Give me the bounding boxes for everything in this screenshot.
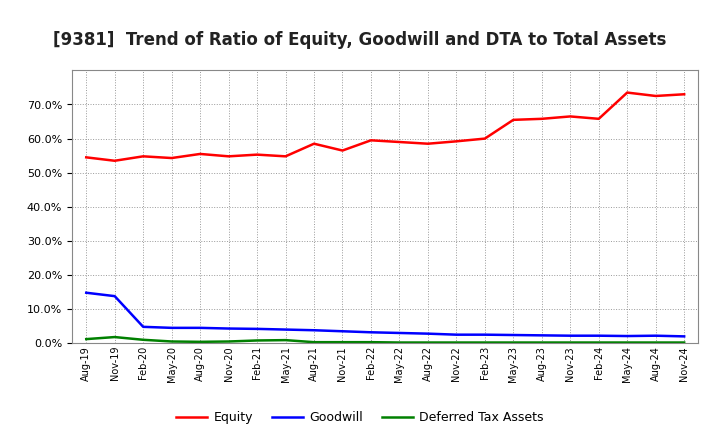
Deferred Tax Assets	[366, 340, 375, 345]
Goodwill	[480, 332, 489, 337]
Deferred Tax Assets	[110, 334, 119, 340]
Equity	[537, 116, 546, 121]
Line: Goodwill: Goodwill	[86, 293, 684, 336]
Equity	[452, 139, 461, 144]
Equity	[623, 90, 631, 95]
Line: Equity: Equity	[86, 92, 684, 161]
Goodwill	[253, 326, 261, 331]
Deferred Tax Assets	[509, 340, 518, 345]
Goodwill	[167, 325, 176, 330]
Deferred Tax Assets	[225, 339, 233, 344]
Deferred Tax Assets	[595, 340, 603, 345]
Equity	[566, 114, 575, 119]
Deferred Tax Assets	[652, 340, 660, 345]
Equity	[366, 138, 375, 143]
Goodwill	[566, 333, 575, 338]
Goodwill	[680, 334, 688, 339]
Equity	[509, 117, 518, 122]
Equity	[82, 155, 91, 160]
Goodwill	[623, 334, 631, 339]
Goodwill	[196, 325, 204, 330]
Equity	[595, 116, 603, 121]
Goodwill	[366, 330, 375, 335]
Equity	[167, 155, 176, 161]
Goodwill	[282, 327, 290, 332]
Deferred Tax Assets	[452, 340, 461, 345]
Equity	[652, 93, 660, 99]
Goodwill	[310, 328, 318, 333]
Text: [9381]  Trend of Ratio of Equity, Goodwill and DTA to Total Assets: [9381] Trend of Ratio of Equity, Goodwil…	[53, 31, 667, 49]
Goodwill	[652, 333, 660, 338]
Legend: Equity, Goodwill, Deferred Tax Assets: Equity, Goodwill, Deferred Tax Assets	[171, 407, 549, 429]
Deferred Tax Assets	[253, 338, 261, 343]
Goodwill	[537, 333, 546, 338]
Line: Deferred Tax Assets: Deferred Tax Assets	[86, 337, 684, 342]
Deferred Tax Assets	[338, 340, 347, 345]
Deferred Tax Assets	[395, 340, 404, 345]
Goodwill	[509, 332, 518, 337]
Goodwill	[139, 324, 148, 330]
Equity	[423, 141, 432, 147]
Deferred Tax Assets	[139, 337, 148, 342]
Goodwill	[225, 326, 233, 331]
Equity	[225, 154, 233, 159]
Deferred Tax Assets	[680, 340, 688, 345]
Goodwill	[595, 333, 603, 338]
Goodwill	[110, 293, 119, 299]
Goodwill	[395, 330, 404, 336]
Goodwill	[452, 332, 461, 337]
Equity	[338, 148, 347, 153]
Deferred Tax Assets	[566, 340, 575, 345]
Deferred Tax Assets	[623, 340, 631, 345]
Equity	[310, 141, 318, 147]
Goodwill	[82, 290, 91, 295]
Equity	[139, 154, 148, 159]
Equity	[253, 152, 261, 157]
Equity	[282, 154, 290, 159]
Deferred Tax Assets	[537, 340, 546, 345]
Deferred Tax Assets	[282, 337, 290, 343]
Deferred Tax Assets	[196, 339, 204, 345]
Goodwill	[423, 331, 432, 336]
Equity	[480, 136, 489, 141]
Equity	[395, 139, 404, 145]
Equity	[110, 158, 119, 163]
Equity	[680, 92, 688, 97]
Deferred Tax Assets	[480, 340, 489, 345]
Goodwill	[338, 329, 347, 334]
Deferred Tax Assets	[167, 339, 176, 344]
Deferred Tax Assets	[423, 340, 432, 345]
Deferred Tax Assets	[310, 340, 318, 345]
Deferred Tax Assets	[82, 337, 91, 342]
Equity	[196, 151, 204, 157]
